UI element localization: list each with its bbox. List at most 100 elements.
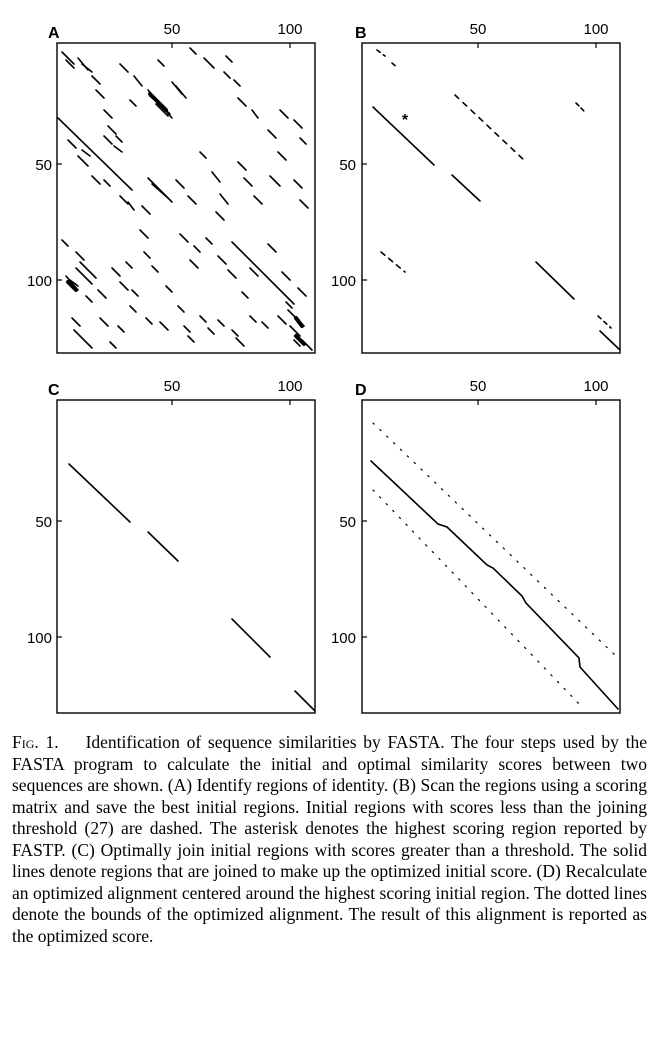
identity-region (165, 285, 173, 293)
identity-region (267, 243, 277, 253)
identity-region (225, 55, 233, 63)
alignment-bound-lower (372, 489, 584, 709)
identity-region-cluster (66, 280, 78, 292)
identity-region (145, 317, 153, 325)
identity-region (159, 321, 169, 331)
identity-region (109, 341, 117, 349)
identity-region (85, 295, 93, 303)
identity-region (211, 171, 221, 183)
identity-region (223, 71, 231, 79)
identity-region (277, 151, 287, 161)
identity-region (77, 155, 89, 167)
panel-b-x-tick-50: 50 (470, 21, 487, 38)
panel-letter-a: A (48, 25, 60, 42)
panel-letter-b: B (355, 25, 367, 42)
alignment-bound-upper (372, 422, 619, 659)
region-solid (372, 106, 435, 166)
identity-region (203, 57, 215, 69)
figure-label: Fig. 1. (12, 732, 59, 752)
panel-b-y-tick-100: 100 (331, 273, 356, 290)
identity-region (281, 271, 291, 281)
identity-region (187, 195, 197, 205)
panel-c-x-tick-50: 50 (164, 378, 181, 395)
identity-region (193, 245, 201, 253)
identity-region (75, 267, 93, 285)
identity-region (65, 59, 75, 69)
identity-region (91, 75, 101, 85)
panel-a-identity-regions (57, 47, 313, 351)
identity-region (249, 267, 259, 277)
identity-region (119, 281, 129, 291)
identity-region (129, 305, 137, 313)
panel-b-asterisk: * (402, 112, 409, 129)
identity-region (69, 279, 79, 287)
identity-region (79, 261, 97, 279)
identity-region (233, 79, 241, 87)
identity-region (103, 109, 113, 119)
panel-c-joined-regions (68, 463, 316, 712)
identity-region (175, 179, 185, 189)
identity-region (143, 251, 151, 259)
optimized-alignment-path (370, 460, 619, 710)
identity-region (299, 137, 307, 145)
identity-region (217, 319, 225, 327)
identity-region (95, 89, 105, 99)
identity-region (277, 315, 287, 325)
identity-region (155, 103, 169, 117)
identity-region (183, 325, 191, 333)
identity-region (113, 145, 123, 153)
identity-region (125, 261, 133, 269)
identity-region (71, 317, 81, 327)
panel-a-x-tick-50: 50 (164, 21, 181, 38)
region-dashed (597, 315, 612, 329)
identity-region-cluster (294, 316, 304, 328)
region-dashed (380, 251, 406, 273)
identity-region (231, 329, 239, 337)
identity-region (179, 233, 189, 243)
identity-region (187, 335, 195, 343)
identity-region (119, 195, 129, 205)
panel-b-y-tick-50: 50 (339, 157, 356, 174)
identity-region (111, 267, 121, 277)
identity-region (215, 211, 225, 221)
identity-region (293, 119, 303, 129)
identity-region (289, 325, 301, 337)
region-dashed (454, 94, 526, 162)
identity-region (141, 205, 151, 215)
identity-region (293, 179, 303, 189)
panel-d-y-tick-100: 100 (331, 630, 356, 647)
panel-d-x-tick-50: 50 (470, 378, 487, 395)
identity-region (207, 327, 215, 335)
identity-region (157, 59, 165, 67)
identity-region (57, 117, 133, 191)
joined-region (147, 531, 179, 562)
identity-region (97, 289, 107, 299)
identity-region-cluster (148, 92, 168, 112)
panel-b-initial-regions (372, 49, 621, 351)
identity-region (237, 161, 247, 171)
panel-c-y-tick-50: 50 (35, 514, 52, 531)
identity-region (293, 339, 301, 347)
identity-region (139, 229, 149, 239)
identity-region (199, 315, 207, 323)
identity-region (241, 291, 249, 299)
identity-region (103, 179, 111, 187)
panel-b-frame (361, 42, 621, 354)
identity-region-cluster (294, 334, 306, 346)
identity-region (235, 337, 245, 347)
identity-region (103, 135, 113, 145)
panel-d-x-tick-100: 100 (583, 378, 608, 395)
identity-region (261, 321, 269, 329)
identity-region (267, 129, 277, 139)
region-dashed (391, 62, 399, 69)
identity-region (237, 97, 247, 107)
identity-region (151, 183, 169, 199)
identity-region (243, 177, 253, 187)
panel-a: A 50 100 50 100 (27, 21, 316, 354)
panel-c-x-tick-100: 100 (277, 378, 302, 395)
identity-region (279, 109, 289, 119)
identity-region (189, 47, 197, 55)
region-solid (451, 174, 481, 202)
panel-b: B 50 100 50 100 * (331, 21, 621, 354)
identity-region (81, 149, 91, 157)
